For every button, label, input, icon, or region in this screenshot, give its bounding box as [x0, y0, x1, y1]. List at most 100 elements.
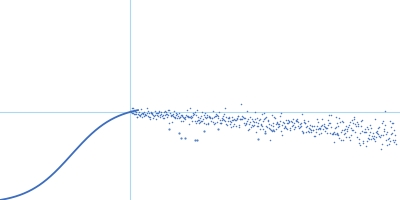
Point [378, 142, 385, 145]
Point [132, 112, 138, 115]
Point [250, 124, 256, 127]
Point [314, 117, 320, 120]
Point [372, 117, 378, 120]
Point [388, 126, 394, 129]
Point [390, 121, 396, 124]
Point [297, 124, 304, 127]
Point [378, 148, 384, 151]
Point [178, 114, 185, 117]
Point [290, 127, 297, 130]
Point [284, 119, 291, 122]
Point [240, 117, 247, 120]
Point [369, 134, 375, 137]
Point [376, 126, 382, 129]
Point [276, 122, 282, 125]
Point [381, 129, 388, 132]
Point [286, 119, 292, 122]
Point [392, 134, 398, 137]
Point [225, 119, 231, 123]
Point [244, 120, 250, 123]
Point [214, 127, 221, 131]
Point [265, 118, 271, 121]
Point [323, 126, 329, 129]
Point [267, 127, 273, 130]
Point [263, 115, 270, 119]
Point [168, 114, 175, 117]
Point [170, 113, 176, 116]
Point [197, 120, 204, 123]
Point [136, 110, 142, 114]
Point [346, 139, 353, 142]
Point [372, 130, 379, 134]
Point [131, 112, 138, 115]
Point [281, 124, 288, 127]
Point [168, 115, 174, 118]
Point [212, 115, 218, 118]
Point [232, 119, 239, 122]
Point [191, 119, 198, 122]
Point [216, 110, 222, 113]
Point [352, 123, 359, 126]
Point [167, 113, 174, 117]
Point [270, 124, 276, 128]
Point [178, 119, 184, 123]
Point [229, 115, 235, 118]
Point [150, 113, 156, 116]
Point [284, 127, 290, 130]
Point [387, 120, 393, 123]
Point [158, 110, 165, 113]
Point [260, 128, 266, 131]
Point [226, 117, 232, 120]
Point [264, 120, 271, 123]
Point [260, 119, 266, 123]
Point [388, 121, 395, 124]
Point [224, 123, 230, 126]
Point [317, 128, 324, 131]
Point [335, 133, 341, 136]
Point [294, 117, 300, 120]
Point [264, 125, 270, 128]
Point [350, 128, 356, 132]
Point [182, 136, 189, 139]
Point [238, 117, 244, 120]
Point [184, 115, 190, 118]
Point [144, 115, 151, 118]
Point [380, 127, 387, 130]
Point [258, 124, 264, 127]
Point [356, 143, 363, 146]
Point [351, 115, 357, 118]
Point [252, 118, 258, 121]
Point [334, 133, 341, 136]
Point [288, 120, 294, 123]
Point [138, 107, 144, 111]
Point [316, 126, 323, 129]
Point [329, 132, 336, 136]
Point [192, 111, 198, 114]
Point [319, 117, 326, 120]
Point [332, 126, 338, 130]
Point [234, 115, 241, 118]
Point [270, 122, 276, 125]
Point [371, 134, 377, 138]
Point [352, 131, 358, 134]
Point [354, 125, 361, 128]
Point [157, 115, 163, 119]
Point [190, 112, 196, 115]
Point [171, 116, 178, 119]
Point [194, 118, 201, 121]
Point [207, 116, 214, 119]
Point [252, 111, 258, 114]
Point [183, 114, 189, 117]
Point [300, 132, 306, 135]
Point [265, 127, 272, 130]
Point [209, 116, 215, 119]
Point [216, 119, 223, 122]
Point [169, 120, 175, 123]
Point [130, 111, 136, 114]
Point [334, 122, 340, 125]
Point [161, 111, 167, 114]
Point [149, 112, 155, 115]
Point [334, 131, 340, 134]
Point [320, 124, 327, 127]
Point [297, 125, 303, 128]
